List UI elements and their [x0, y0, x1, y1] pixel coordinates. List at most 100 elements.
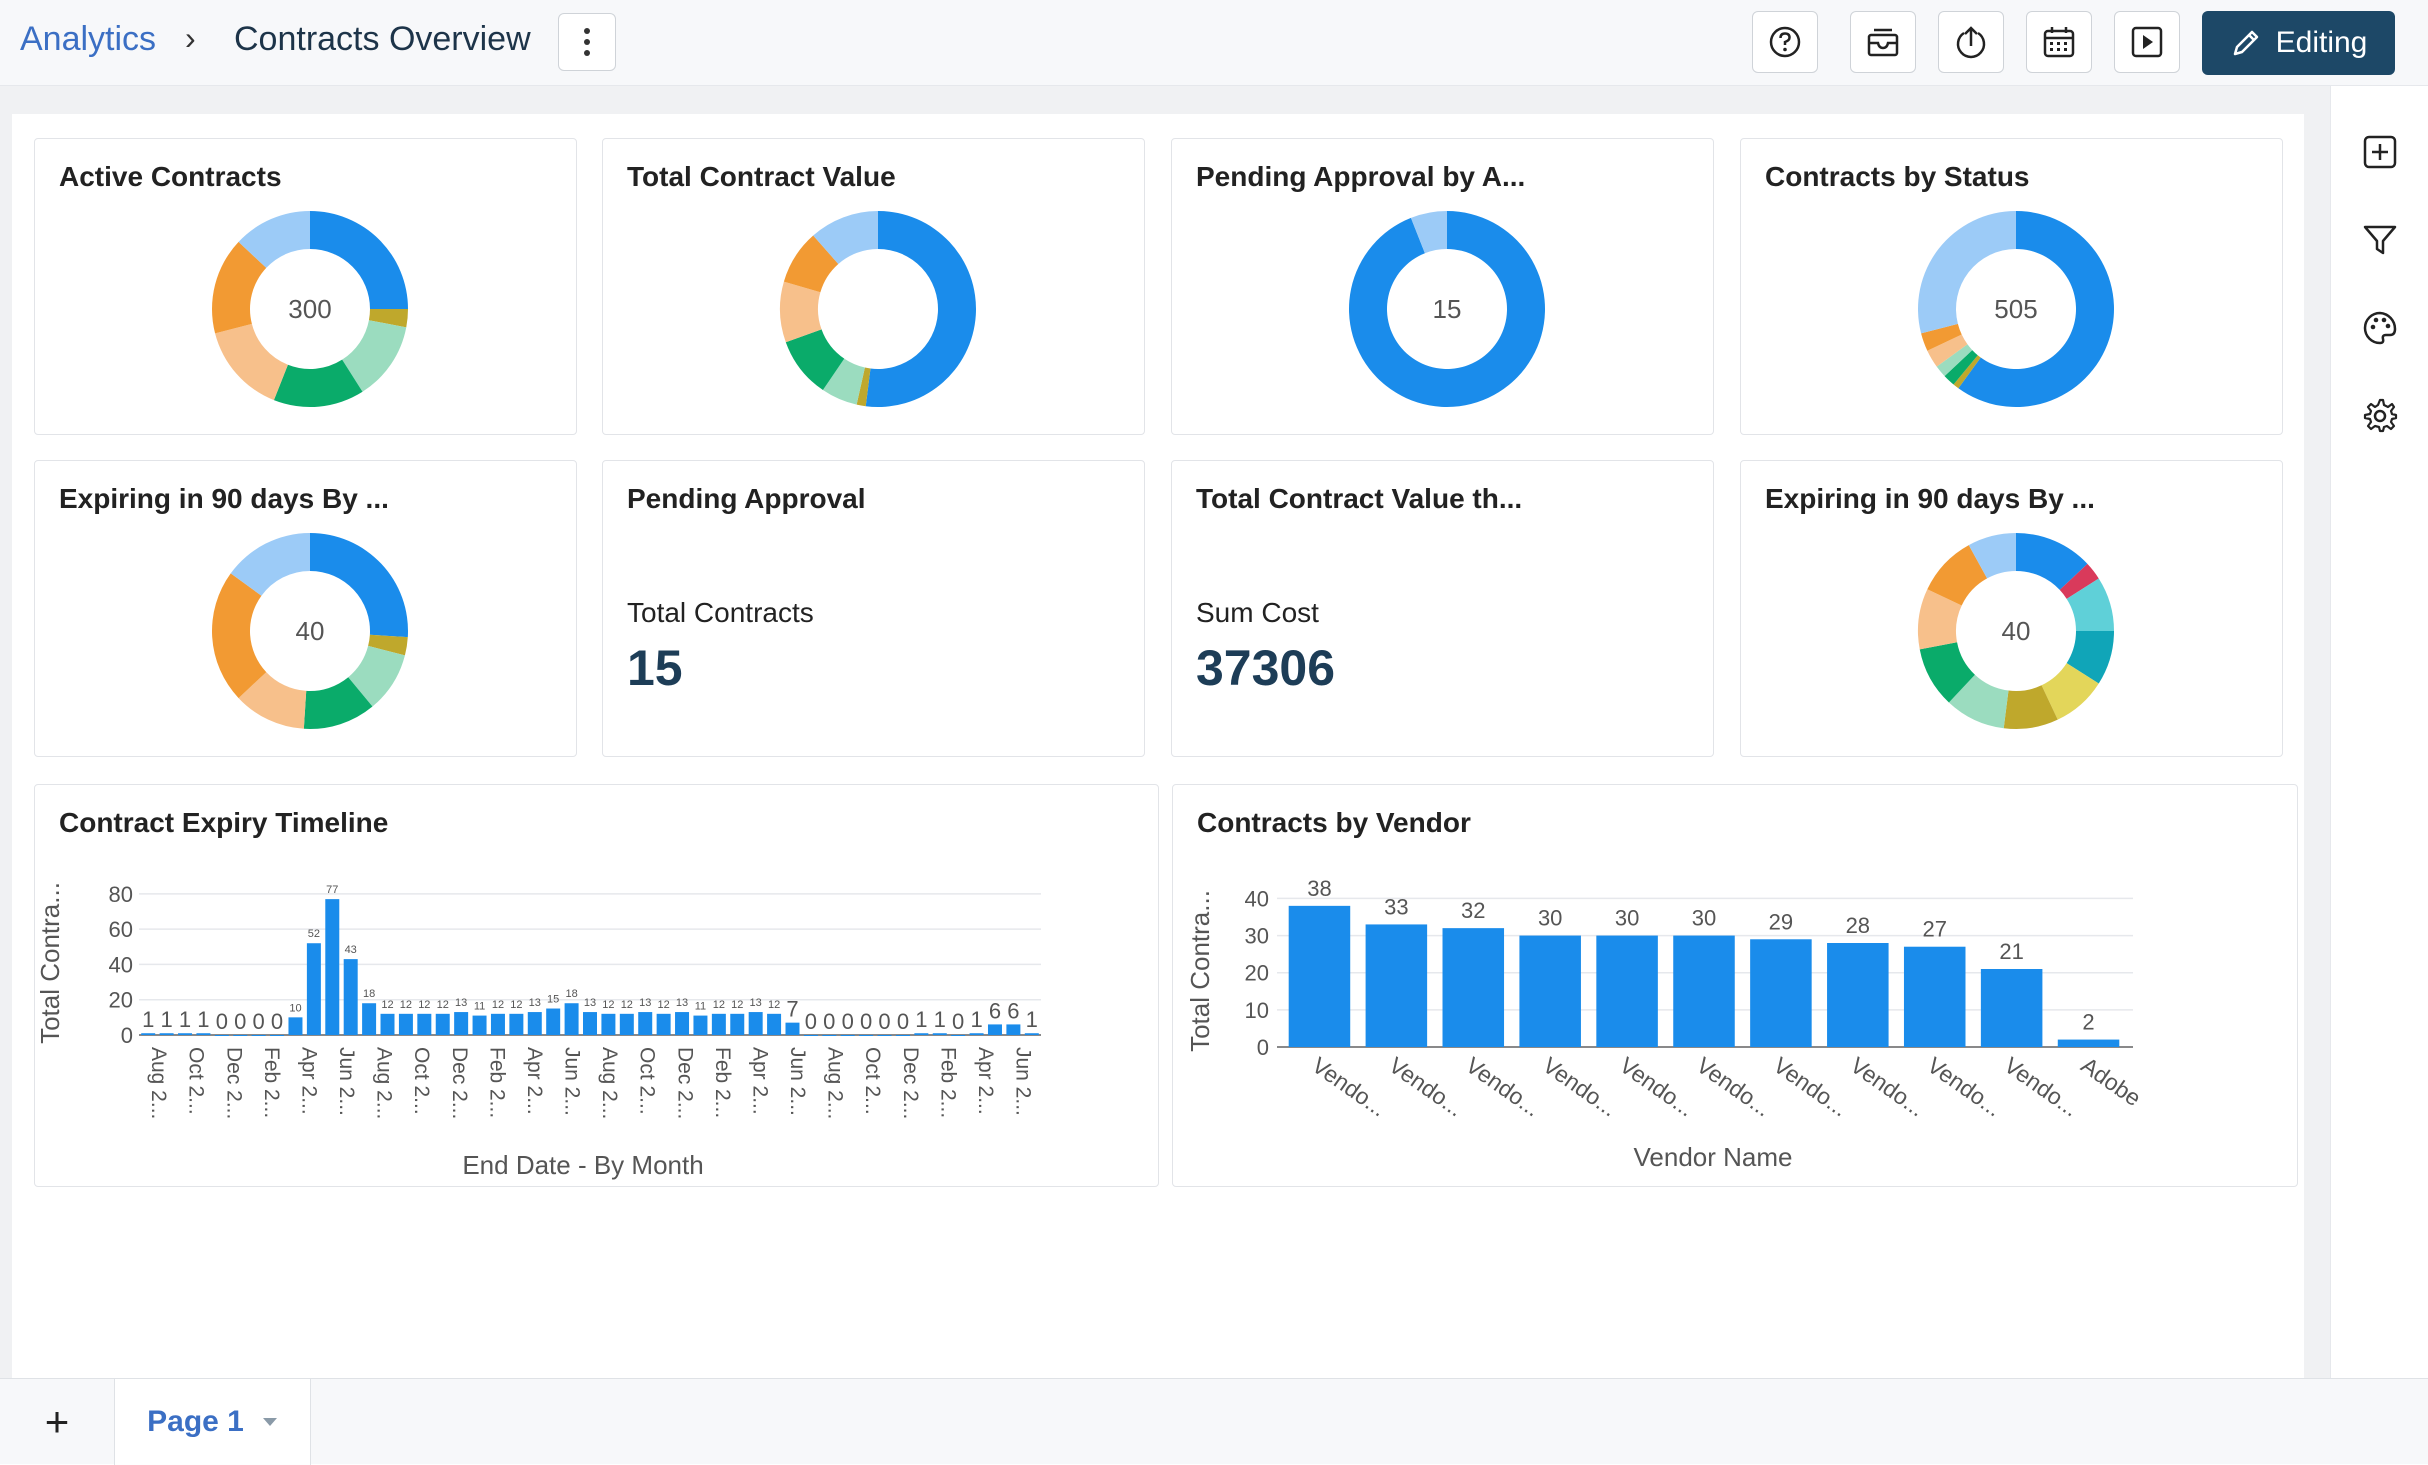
timeline-bar[interactable]	[914, 1033, 929, 1035]
timeline-bar[interactable]	[325, 899, 340, 1035]
timeline-bar[interactable]	[656, 1013, 671, 1035]
timeline-bar[interactable]	[417, 1013, 432, 1035]
donut-slice-1[interactable]	[2059, 563, 2099, 599]
donut-slice-1[interactable]	[1953, 355, 1981, 389]
vendor-bar[interactable]	[1519, 935, 1581, 1047]
timeline-bar[interactable]	[785, 1022, 800, 1035]
donut-slice-3[interactable]	[1936, 344, 1973, 377]
timeline-bar[interactable]	[877, 1035, 892, 1036]
donut-slice-3[interactable]	[303, 677, 373, 729]
donut-slice-4[interactable]	[215, 323, 288, 401]
donut-chart[interactable]: 505	[1916, 209, 2116, 409]
donut-slice-6[interactable]	[230, 533, 310, 596]
timeline-bar[interactable]	[748, 1012, 763, 1035]
donut-slice-2[interactable]	[2066, 578, 2114, 631]
vendor-bar[interactable]	[1596, 935, 1658, 1047]
timeline-bar[interactable]	[619, 1013, 634, 1035]
theme-button[interactable]	[2359, 307, 2401, 349]
donut-slice-5[interactable]	[212, 241, 267, 334]
timeline-bar[interactable]	[969, 1033, 984, 1035]
timeline-bar[interactable]	[509, 1013, 524, 1035]
timeline-bar[interactable]	[1024, 1033, 1039, 1035]
donut-chart[interactable]: 40	[1916, 531, 2116, 731]
card-contract-expiry-timeline[interactable]: Contract Expiry Timeline 0 20 40 60 80 1 1 1 1 0 0…	[34, 784, 1159, 1187]
timeline-bar[interactable]	[159, 1033, 174, 1035]
donut-slice-2[interactable]	[822, 358, 865, 405]
timeline-bar[interactable]	[472, 1015, 487, 1035]
timeline-bar[interactable]	[675, 1012, 690, 1035]
add-page-button[interactable]: +	[0, 1379, 115, 1465]
donut-slice-5[interactable]	[1921, 323, 1962, 351]
donut-slice-5[interactable]	[212, 573, 267, 699]
tab-page-1[interactable]: Page 1	[115, 1379, 311, 1465]
vendor-bar[interactable]	[1288, 905, 1351, 1047]
card-expiring-90-days-a[interactable]: Expiring in 90 days By ... 40	[34, 460, 577, 757]
timeline-bar[interactable]	[951, 1035, 966, 1036]
timeline-bar[interactable]	[840, 1035, 855, 1036]
timeline-bar[interactable]	[362, 1003, 377, 1035]
timeline-bar[interactable]	[932, 1033, 947, 1035]
vendor-bar[interactable]	[2057, 1039, 2120, 1047]
timeline-bar[interactable]	[803, 1035, 818, 1036]
timeline-bar[interactable]	[196, 1033, 211, 1035]
timeline-bar[interactable]	[730, 1013, 745, 1035]
timeline-bar[interactable]	[251, 1035, 266, 1036]
donut-slice-8[interactable]	[1918, 589, 1962, 650]
schedule-button[interactable]	[2026, 11, 2092, 73]
card-total-value-th[interactable]: Total Contract Value th... Sum Cost 3730…	[1171, 460, 1714, 757]
donut-slice-1[interactable]	[1410, 211, 1447, 254]
donut-slice-4[interactable]	[780, 281, 822, 343]
donut-slice-3[interactable]	[273, 359, 363, 407]
card-pending-approval[interactable]: Pending Approval Total Contracts 15	[602, 460, 1145, 757]
timeline-bar[interactable]	[343, 959, 358, 1035]
donut-chart[interactable]: 15	[1347, 209, 1547, 409]
donut-slice-6[interactable]	[1948, 674, 2009, 729]
donut-slice-0[interactable]	[1349, 211, 1545, 407]
donut-slice-2[interactable]	[342, 320, 407, 392]
timeline-bar[interactable]	[380, 1013, 395, 1035]
timeline-bar[interactable]	[527, 1012, 542, 1035]
vendor-bar[interactable]	[1750, 939, 1812, 1047]
timeline-bar[interactable]	[141, 1033, 156, 1035]
donut-slice-6[interactable]	[813, 211, 878, 264]
timeline-bar[interactable]	[564, 1003, 579, 1035]
donut-slice-3[interactable]	[785, 329, 845, 391]
card-expiring-90-days-b[interactable]: Expiring in 90 days By ... 40	[1740, 460, 2283, 757]
timeline-bar[interactable]	[490, 1013, 505, 1035]
timeline-bar[interactable]	[822, 1035, 837, 1036]
timeline-bar[interactable]	[546, 1008, 561, 1035]
donut-slice-5[interactable]	[2003, 685, 2058, 729]
timeline-bar[interactable]	[435, 1013, 450, 1035]
timeline-bar[interactable]	[767, 1013, 782, 1035]
timeline-bar[interactable]	[288, 1017, 303, 1035]
breadcrumb-analytics-link[interactable]: Analytics	[20, 20, 157, 58]
donut-slice-4[interactable]	[2041, 663, 2099, 720]
donut-chart[interactable]	[778, 209, 978, 409]
card-contracts-by-status[interactable]: Contracts by Status 505	[1740, 138, 2283, 435]
present-button[interactable]	[2114, 11, 2180, 73]
editing-button[interactable]: Editing	[2202, 11, 2395, 75]
card-pending-approval-by[interactable]: Pending Approval by A... 15	[1171, 138, 1714, 435]
timeline-bar[interactable]	[306, 943, 321, 1035]
donut-chart[interactable]: 300	[210, 209, 410, 409]
settings-button[interactable]	[2359, 395, 2401, 437]
vendor-bar[interactable]	[1827, 943, 1889, 1047]
donut-slice-2[interactable]	[348, 645, 405, 707]
timeline-bar[interactable]	[711, 1013, 726, 1035]
timeline-bar[interactable]	[859, 1035, 874, 1036]
donut-slice-0[interactable]	[865, 211, 977, 407]
timeline-bar[interactable]	[214, 1035, 229, 1036]
donut-slice-1[interactable]	[368, 309, 408, 328]
more-options-button[interactable]	[558, 13, 616, 71]
donut-slice-10[interactable]	[1968, 533, 2016, 579]
timeline-bar[interactable]	[454, 1012, 469, 1035]
timeline-bar[interactable]	[398, 1013, 413, 1035]
timeline-bar[interactable]	[693, 1015, 708, 1035]
timeline-bar[interactable]	[583, 1012, 597, 1035]
card-total-contract-value[interactable]: Total Contract Value	[602, 138, 1145, 435]
timeline-bar[interactable]	[987, 1024, 1002, 1035]
timeline-bar[interactable]	[638, 1012, 653, 1035]
filter-button[interactable]	[2359, 219, 2401, 261]
timeline-bar[interactable]	[178, 1033, 193, 1035]
